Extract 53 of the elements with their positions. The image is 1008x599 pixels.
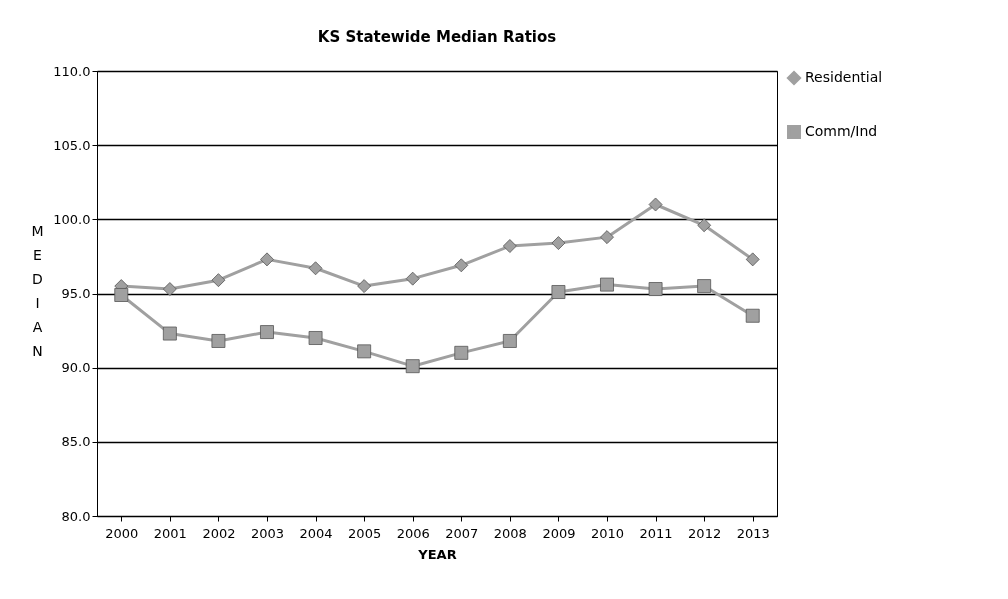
y-tick-label: 90.0 [61, 360, 91, 376]
point [114, 288, 129, 302]
point [697, 218, 712, 233]
point [600, 230, 614, 245]
point [454, 258, 469, 273]
x-tick-label: 2011 [639, 525, 673, 541]
x-tick-label: 2005 [348, 525, 382, 541]
point [697, 279, 712, 293]
y-tick-label: 85.0 [61, 434, 91, 450]
y-tick-label: 110.0 [53, 63, 91, 79]
legend-label: Comm/Ind [805, 123, 878, 139]
y-tick-label: 105.0 [53, 137, 91, 153]
point [211, 273, 226, 288]
point [357, 344, 372, 359]
x-tick-label: 2004 [299, 525, 333, 541]
y-tick-label: 80.0 [61, 508, 91, 524]
x-tick-label: 2008 [493, 525, 527, 541]
x-tick-label: 2009 [542, 525, 576, 541]
x-tick-label: 2010 [590, 525, 625, 541]
point [260, 325, 274, 339]
point [405, 271, 420, 286]
x-tick-label: 2003 [250, 525, 285, 541]
point [454, 345, 469, 360]
x-tick-label: 2006 [396, 525, 430, 541]
x-tick-label: 2013 [736, 525, 770, 541]
chart-title: KS Statewide Median Ratios [317, 28, 557, 46]
y-axis-title: MEDIAN [31, 222, 44, 359]
point [600, 277, 614, 292]
point [551, 285, 566, 299]
y-tick-label: 100.0 [53, 211, 91, 227]
point [648, 282, 663, 296]
point [357, 279, 372, 293]
point [308, 261, 323, 276]
x-tick-label: 2000 [105, 525, 139, 541]
point [745, 252, 760, 267]
point [162, 326, 177, 341]
point [551, 236, 566, 250]
x-axis-title: YEAR [417, 546, 457, 562]
point [502, 239, 517, 253]
point [308, 331, 323, 345]
point [211, 334, 226, 348]
point [745, 308, 760, 323]
x-tick-label: 2007 [445, 525, 479, 541]
point [648, 197, 663, 212]
x-tick-label: 2001 [153, 525, 187, 541]
point [502, 334, 517, 348]
x-tick-label: 2012 [688, 525, 722, 541]
point [405, 359, 420, 374]
y-tick-label: 95.0 [61, 286, 91, 301]
point [162, 282, 177, 296]
point [260, 252, 274, 267]
legend-label: Residential [805, 69, 883, 85]
x-tick-label: 2002 [202, 525, 236, 541]
